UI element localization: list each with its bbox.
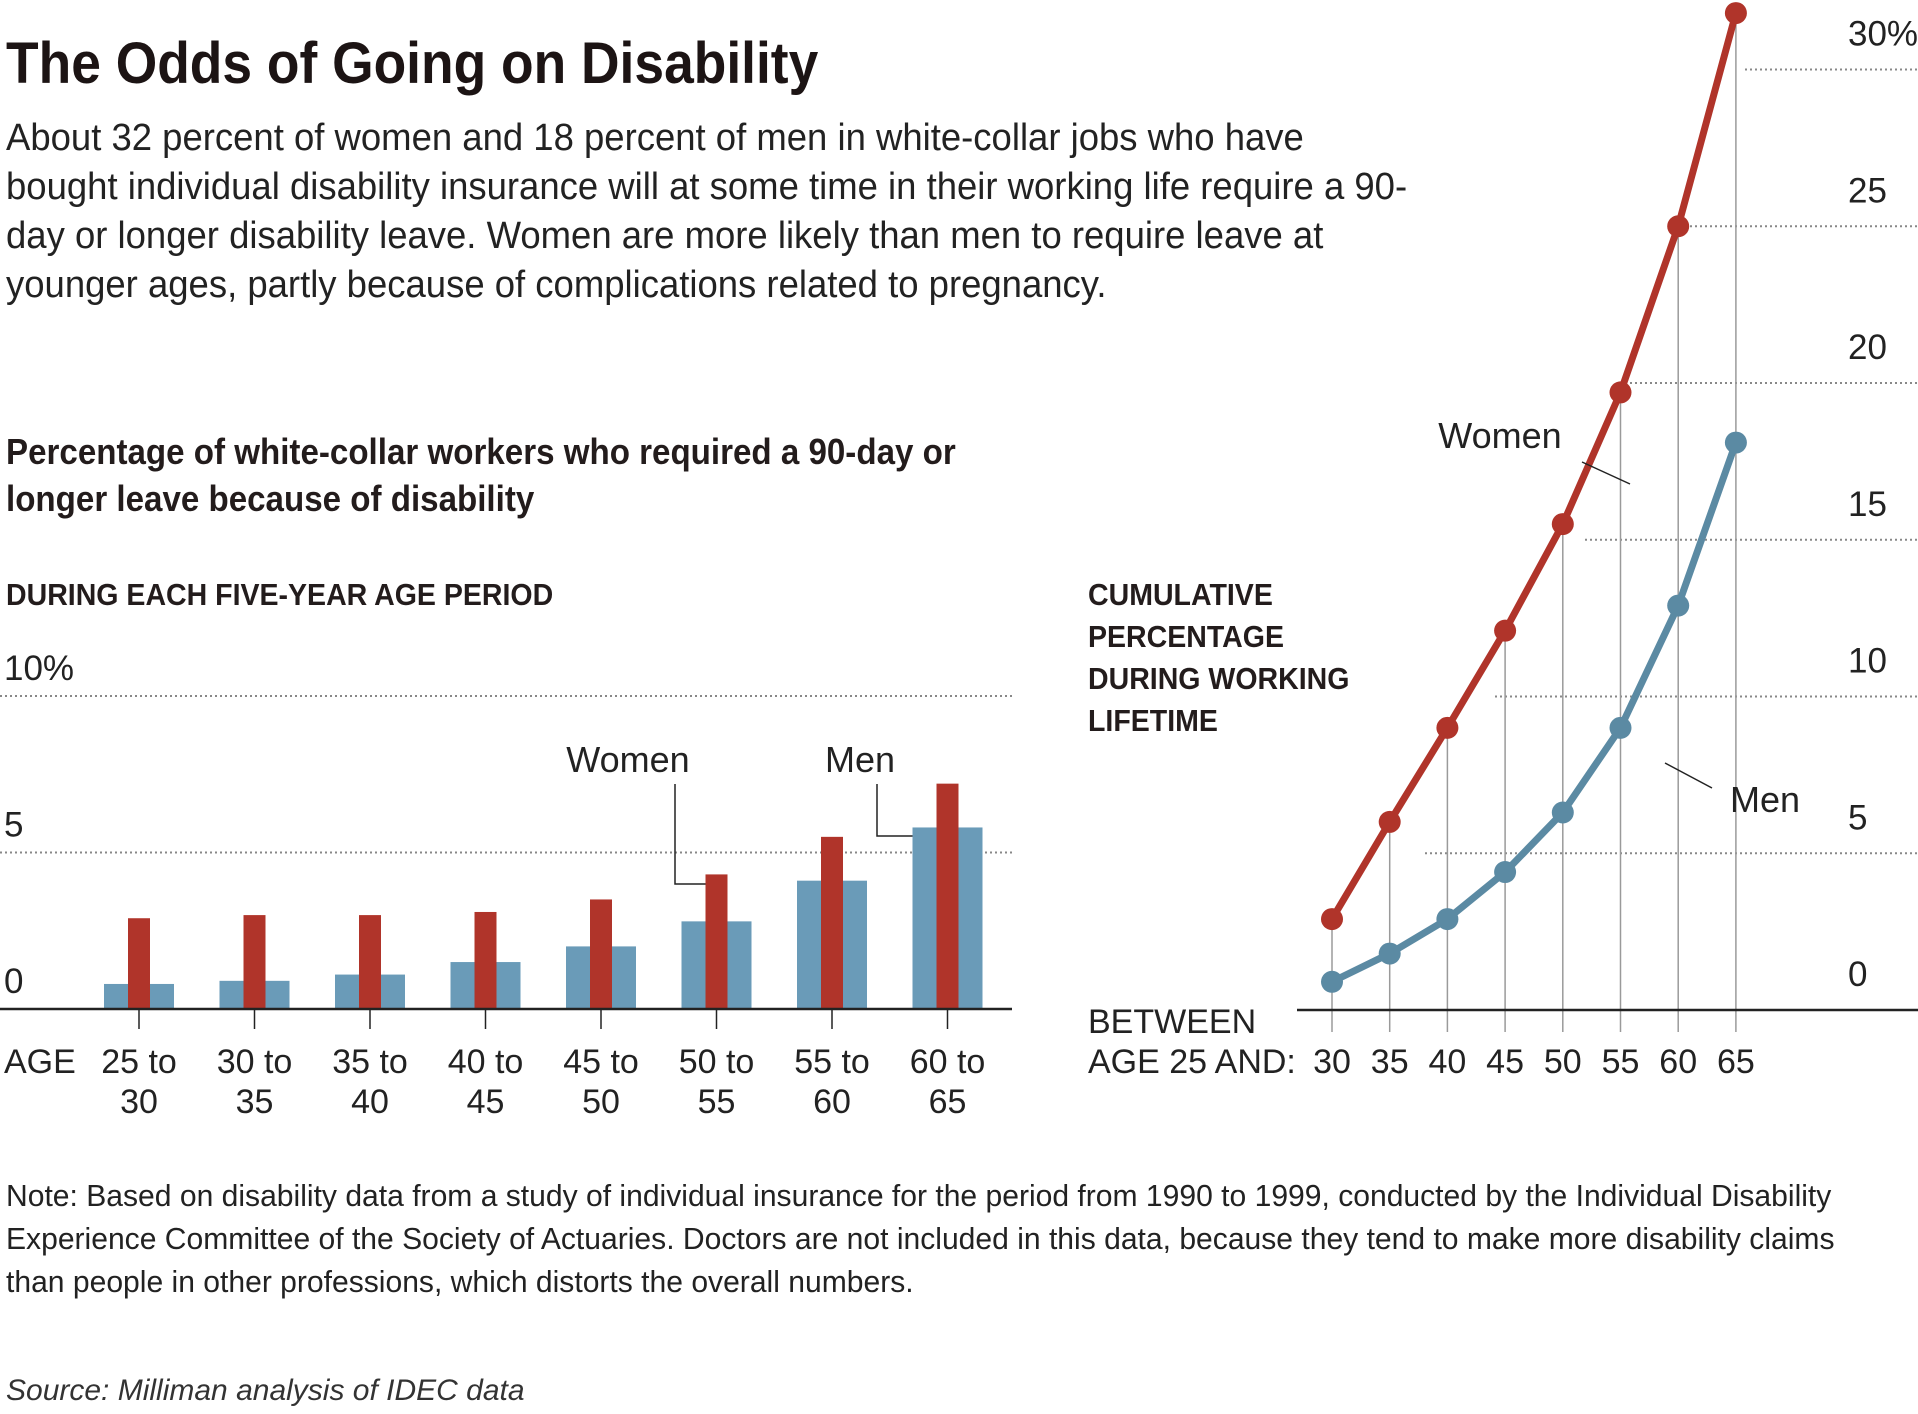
women-line — [1328, 12, 1740, 921]
y-tick-label: 0 — [4, 962, 23, 1001]
bar-women — [705, 874, 728, 1009]
y-tick-label: 20 — [1848, 328, 1887, 367]
y-tick-label: 10 — [1848, 642, 1887, 681]
annotation-leader — [1664, 762, 1713, 789]
annotation-women: Women — [1438, 415, 1561, 456]
men-line — [1330, 441, 1740, 985]
x-tick-label: 40 — [1428, 1043, 1466, 1081]
y-tick-label: 30% — [1848, 15, 1918, 54]
women-point — [1551, 513, 1574, 536]
line-chart-title-line: LIFETIME — [1088, 703, 1218, 738]
men-point — [1378, 942, 1401, 965]
y-tick-label: 15 — [1848, 485, 1887, 524]
bar-women — [359, 915, 381, 1009]
annotation-men: Men — [825, 739, 895, 780]
line-chart-title-line: DURING WORKING — [1088, 661, 1350, 696]
men-point — [1667, 594, 1690, 617]
x-tick-label: 65 — [929, 1083, 967, 1121]
x-axis-label: AGE 25 AND: — [1088, 1043, 1296, 1081]
x-tick-label: 45 to — [563, 1043, 639, 1081]
y-tick-label: 5 — [4, 806, 23, 845]
x-tick-label: 50 to — [679, 1043, 755, 1081]
annotation-men: Men — [1730, 779, 1800, 820]
x-tick-label: 50 — [582, 1083, 620, 1121]
x-tick-label: 55 — [1602, 1043, 1640, 1081]
x-tick-label: 30 — [1313, 1043, 1351, 1081]
bar-chart-title: DURING EACH FIVE-YEAR AGE PERIOD — [6, 577, 554, 612]
intro-text: About 32 percent of women and 18 percent… — [6, 117, 1408, 306]
x-tick-label: 45 — [1486, 1043, 1524, 1081]
x-tick-label: 55 — [698, 1083, 736, 1121]
bar-women — [474, 911, 497, 1009]
line-chart-title-line: PERCENTAGE — [1088, 619, 1284, 654]
women-point — [1378, 810, 1401, 833]
women-point — [1724, 2, 1747, 25]
x-tick-label: 45 — [467, 1083, 505, 1121]
x-tick-label: 25 to — [101, 1043, 177, 1081]
x-tick-label: 60 to — [910, 1043, 986, 1081]
bar-women — [821, 836, 843, 1009]
source-credit: Source: Milliman analysis of IDEC data — [6, 1374, 525, 1407]
annotation-women: Women — [566, 739, 689, 780]
men-point — [1494, 861, 1517, 884]
bar-women — [128, 918, 150, 1009]
men-point — [1321, 970, 1343, 993]
x-tick-label: 40 — [351, 1083, 389, 1121]
annotation-leader — [1581, 461, 1631, 485]
bar-women — [243, 915, 266, 1009]
men-point — [1436, 908, 1459, 931]
line-chart-title: CUMULATIVE PERCENTAGE DURING WORKING LIF… — [1088, 574, 1349, 742]
x-axis-label: BETWEEN — [1088, 1003, 1256, 1041]
line-chart-title-line: CUMULATIVE — [1088, 577, 1273, 612]
annotation-leader — [876, 784, 913, 837]
bar-women — [936, 783, 959, 1009]
x-tick-label: 35 — [1371, 1043, 1409, 1081]
chart-subtitle: Percentage of white-collar workers who r… — [6, 431, 956, 519]
x-tick-label: 35 — [236, 1083, 274, 1121]
men-point — [1609, 716, 1632, 739]
x-axis-label: AGE — [4, 1043, 76, 1081]
x-tick-label: 60 — [1659, 1043, 1697, 1081]
x-tick-label: 30 to — [217, 1043, 293, 1081]
bar-women — [590, 899, 612, 1009]
x-tick-label: 65 — [1717, 1043, 1755, 1081]
x-tick-label: 35 to — [332, 1043, 408, 1081]
women-point — [1436, 716, 1459, 739]
x-tick-label: 60 — [813, 1083, 851, 1121]
x-tick-label: 40 to — [448, 1043, 524, 1081]
y-tick-label: 5 — [1848, 798, 1867, 837]
x-tick-label: 50 — [1544, 1043, 1582, 1081]
footnote: Note: Based on disability data from a st… — [6, 1178, 1835, 1299]
line-chart: 0 5 10 15 20 25 30% 30 35 40 45 50 55 60 65 BETWEENAGE … — [1088, 2, 1918, 1081]
women-point — [1667, 215, 1690, 238]
women-point — [1321, 908, 1343, 931]
annotation-leader — [674, 784, 706, 885]
y-tick-label: 10% — [4, 649, 74, 688]
men-point — [1724, 431, 1747, 454]
y-tick-label: 25 — [1848, 171, 1887, 210]
men-point — [1551, 801, 1574, 824]
women-point — [1609, 381, 1632, 404]
women-point — [1494, 619, 1517, 642]
x-tick-label: 55 to — [794, 1043, 870, 1081]
y-tick-label: 0 — [1848, 955, 1867, 994]
chart-title: The Odds of Going on Disability — [6, 31, 819, 96]
x-tick-label: 30 — [120, 1083, 158, 1121]
